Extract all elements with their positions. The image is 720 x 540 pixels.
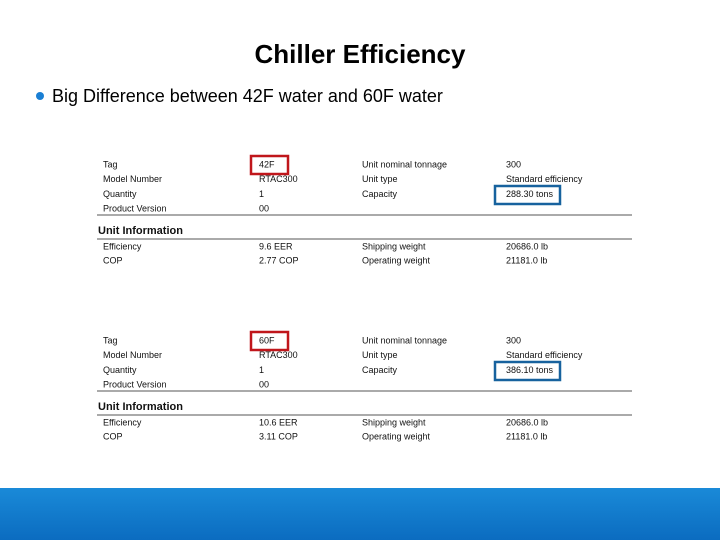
cell: Capacity: [362, 365, 398, 375]
bullet-text: Big Difference between 42F water and 60F…: [52, 86, 443, 106]
cell: 1: [259, 189, 264, 199]
capacity-highlight: [493, 360, 562, 382]
tag-highlight: [249, 154, 290, 176]
cell: 21181.0 lb: [506, 431, 547, 441]
cell: Operating weight: [362, 431, 431, 441]
cell: Model Number: [103, 350, 162, 360]
cell: 1: [259, 365, 264, 375]
cell: 386.10 tons: [506, 365, 554, 375]
cell: Unit type: [362, 350, 398, 360]
footer-band: [0, 488, 720, 540]
capacity-highlight: [493, 184, 562, 206]
cell: Unit nominal tonnage: [362, 159, 447, 169]
cell: 21181.0 lb: [506, 255, 547, 265]
cell: Unit nominal tonnage: [362, 335, 447, 345]
tag-highlight: [249, 330, 290, 352]
section-title: Unit Information: [98, 401, 183, 413]
cell: Standard efficiency: [506, 174, 583, 184]
cell: Shipping weight: [362, 241, 426, 251]
bullet-dot: [36, 92, 44, 100]
cell: 10.6 EER: [259, 417, 298, 427]
slide-title: Chiller Efficiency: [255, 39, 466, 69]
cell: 42F: [259, 159, 275, 169]
cell: 300: [506, 159, 521, 169]
cell: Quantity: [103, 189, 137, 199]
cell: Unit type: [362, 174, 398, 184]
cell: 300: [506, 335, 521, 345]
cell: 60F: [259, 335, 275, 345]
cell: COP: [103, 255, 123, 265]
cell: 00: [259, 203, 269, 213]
cell: 288.30 tons: [506, 189, 554, 199]
cell: 00: [259, 379, 269, 389]
cell: Efficiency: [103, 241, 142, 251]
cell: Operating weight: [362, 255, 431, 265]
cell: RTAC300: [259, 350, 298, 360]
cell: Capacity: [362, 189, 398, 199]
cell: Standard efficiency: [506, 350, 583, 360]
cell: Quantity: [103, 365, 137, 375]
cell: Shipping weight: [362, 417, 426, 427]
cell: COP: [103, 431, 123, 441]
cell: RTAC300: [259, 174, 298, 184]
cell: 9.6 EER: [259, 241, 293, 251]
cell: 20686.0 lb: [506, 241, 548, 251]
cell: Product Version: [103, 203, 167, 213]
cell: Product Version: [103, 379, 167, 389]
cell: 20686.0 lb: [506, 417, 548, 427]
cell: 3.11 COP: [259, 431, 298, 441]
cell: Efficiency: [103, 417, 142, 427]
cell: 2.77 COP: [259, 255, 299, 265]
cell: Tag: [103, 335, 118, 345]
cell: Model Number: [103, 174, 162, 184]
cell: Tag: [103, 159, 118, 169]
section-title: Unit Information: [98, 225, 183, 237]
